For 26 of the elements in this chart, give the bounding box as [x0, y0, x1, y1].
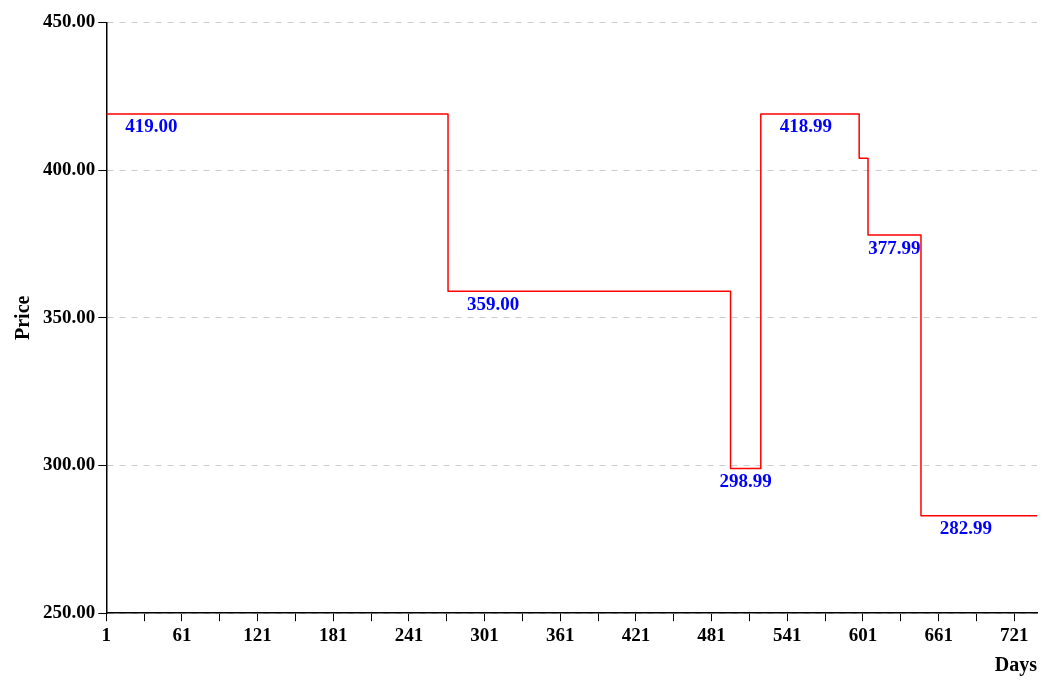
y-axis-title: Price — [11, 295, 34, 340]
data-label: 298.99 — [719, 469, 772, 491]
data-label: 282.99 — [939, 517, 993, 539]
data-label: 377.99 — [868, 236, 921, 258]
x-tick-label: 1 — [101, 623, 111, 645]
x-tick-label: 421 — [621, 623, 651, 645]
x-tick-label: 121 — [243, 623, 272, 645]
x-tick-label: 721 — [1000, 623, 1029, 645]
y-tick-label: 300.00 — [43, 453, 96, 475]
x-tick-label: 541 — [773, 623, 802, 645]
y-tick-label: 400.00 — [43, 158, 96, 180]
x-tick-label: 181 — [319, 623, 348, 645]
y-tick-label: 450.00 — [43, 10, 96, 32]
y-tick-label: 350.00 — [43, 305, 96, 327]
x-tick-label: 241 — [394, 623, 424, 645]
data-label: 359.00 — [466, 292, 520, 314]
x-tick-label: 601 — [848, 623, 878, 645]
data-label: 419.00 — [125, 115, 178, 137]
y-tick-label: 250.00 — [43, 601, 96, 623]
x-tick-label: 61 — [172, 623, 192, 645]
x-tick-label: 661 — [924, 623, 953, 645]
x-tick-label: 301 — [470, 623, 499, 645]
data-label: 418.99 — [779, 115, 832, 137]
x-tick-label: 481 — [697, 623, 726, 645]
x-axis-title: Days — [994, 653, 1038, 677]
x-tick-label: 361 — [546, 623, 575, 645]
